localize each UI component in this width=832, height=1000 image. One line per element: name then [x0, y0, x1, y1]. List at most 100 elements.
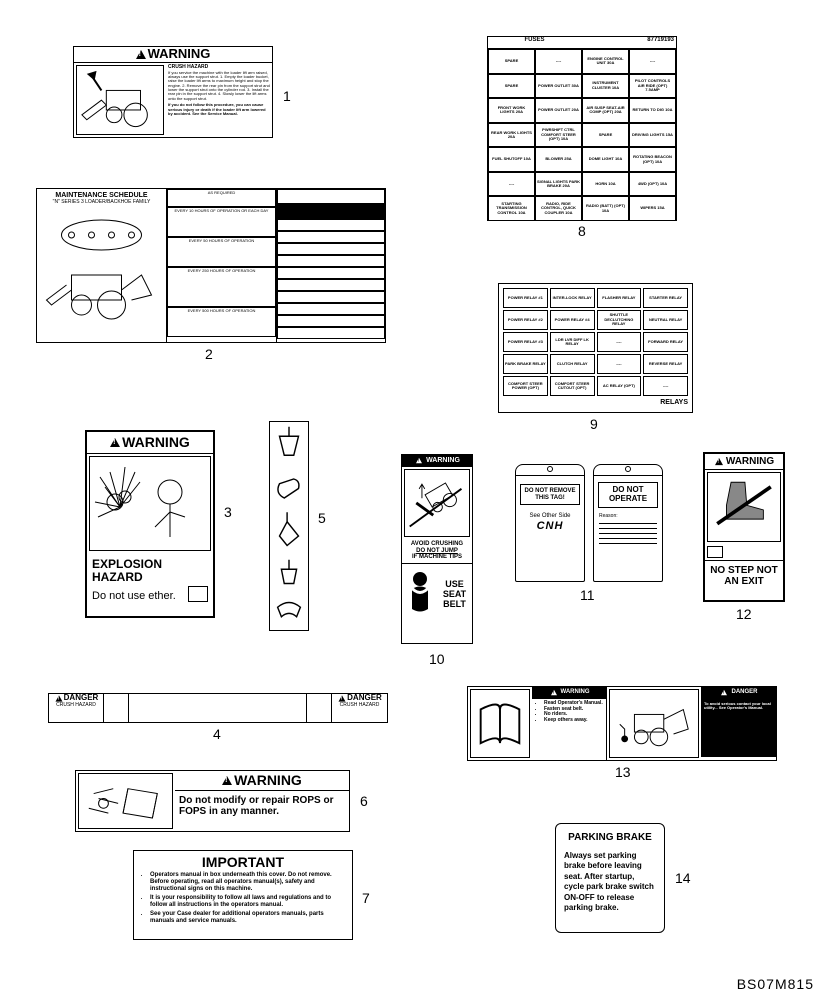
use-seatbelt: USE SEAT BELT [437, 580, 472, 610]
relay-cell: LDR LVR DIFF LK RELAY [550, 332, 595, 352]
tractor-icon [77, 66, 163, 134]
relays-grid: POWER RELAY #1INTER-LOCK RELAYFLASHER RE… [499, 284, 692, 399]
decal-9-relays: POWER RELAY #1INTER-LOCK RELAYFLASHER RE… [498, 283, 693, 413]
relay-cell: INTER-LOCK RELAY [550, 288, 595, 308]
fuses-header-left: FUSES [488, 37, 581, 48]
fuse-cell: REAR WORK LIGHTS 20A [488, 123, 535, 148]
number-11: 11 [580, 587, 595, 603]
maintenance-diagram-icon [40, 205, 163, 325]
fuse-cell: PWRSHIFT CTRL COMFORT STEER (OPT) 10A [535, 123, 582, 148]
number-2: 2 [205, 346, 213, 362]
d13-b3: Keep others away. [544, 718, 604, 724]
decal-10-seatbelt: WARNING AVOID CRUSHING DO NOT JUMP IF MA… [401, 454, 473, 644]
fuse-cell: BLOWER 25A [535, 147, 582, 172]
relay-cell: POWER RELAY #4 [550, 310, 595, 330]
decal-3-explosion: WARNING EXPLOSION HAZARD Do not use ethe… [85, 430, 215, 618]
rops-body: Do not modify or repair ROPS or FOPS in … [175, 791, 349, 821]
warning-triangle-icon [416, 458, 422, 463]
danger-text: To avoid serious contact your local util… [704, 702, 773, 711]
fuse-cell: SPARE [488, 74, 535, 99]
warning-triangle-icon [551, 690, 557, 695]
imp-bullet-0: Operators manual in box underneath this … [150, 872, 348, 892]
imp-bullet-1: It is your responsibility to follow all … [150, 895, 348, 908]
if-tips: IF MACHINE TIPS [404, 554, 470, 561]
number-12: 12 [736, 606, 752, 622]
decal-13-multi-warning: WARNING Read Operator's Manual. Fasten s… [467, 686, 777, 761]
fuse-cell: STARTING TRANSMISSION CONTROL 10A [488, 196, 535, 221]
fuse-cell: RADIO, RIDE CONTROL, QUICK COUPLER 10A [535, 196, 582, 221]
tag-no-operate: DO NOT OPERATE [598, 482, 658, 508]
warning-label: WARNING [148, 47, 211, 61]
relay-cell: SHUTTLE DECLUTCHING RELAY [597, 310, 642, 330]
relay-cell: PARK BRAKE RELAY [503, 354, 548, 374]
number-10: 10 [429, 651, 445, 667]
tag-no-remove: DO NOT REMOVE THIS TAG! [520, 484, 580, 505]
fuse-cell: RADIO (BATT) (OPT) 10A [582, 196, 629, 221]
explosion-title: EXPLOSION HAZARD [92, 558, 188, 584]
relay-cell: ---- [597, 354, 642, 374]
relay-cell: POWER RELAY #3 [503, 332, 548, 352]
danger-header: DANGER [701, 687, 776, 699]
relay-cell: NEUTRAL RELAY [643, 310, 688, 330]
warning-triangle-icon [55, 695, 62, 701]
relay-cell: REVERSE RELAY [643, 354, 688, 374]
tipping-pictogram [404, 469, 470, 537]
manual-icon [707, 546, 723, 558]
rops-pictogram [78, 773, 173, 829]
tag-see-other: See Other Side [516, 513, 584, 520]
number-1: 1 [283, 88, 291, 104]
fuse-cell: FRONT WORK LIGHTS 20A [488, 98, 535, 123]
number-14: 14 [675, 870, 691, 886]
decal-14-parking-brake: PARKING BRAKE Always set parking brake b… [555, 823, 665, 933]
tag-reason: Reason: [594, 514, 662, 520]
fuse-cell: POWER OUTLET 30A [535, 74, 582, 99]
nostep-pictogram [707, 472, 781, 542]
fuse-cell: PILOT CONTROLS AIR RIDE (OPT) 7.5AMP [629, 74, 676, 99]
crush-hazard-warn: If you do not follow this procedure, you… [168, 103, 270, 116]
seatbelt-icon [402, 564, 437, 624]
relay-cell: STARTER RELAY [643, 288, 688, 308]
footer-code: BS07M815 [737, 976, 814, 992]
fuse-cell: SPARE [582, 123, 629, 148]
rops-icon [79, 774, 172, 829]
maint-sec-1: EVERY 10 HOURS OF OPERATION OR EACH DAY [167, 207, 276, 237]
relay-cell: POWER RELAY #1 [503, 288, 548, 308]
number-3: 3 [224, 504, 232, 520]
fuses-header-right: 87719193 [581, 37, 676, 48]
crush-right: CRUSH HAZARD [332, 703, 387, 709]
fuse-cell: ---- [535, 49, 582, 74]
decal-11-tags: DO NOT REMOVE THIS TAG! See Other Side C… [515, 464, 665, 586]
fuse-cell: 4WD (OPT) 10A [629, 172, 676, 197]
fuse-cell: ---- [629, 49, 676, 74]
fuse-cell: RETURN TO DIG 10A [629, 98, 676, 123]
fuse-cell: DRIVING LIGHTS 15A [629, 123, 676, 148]
relay-cell: POWER RELAY #2 [503, 310, 548, 330]
warning-triangle-icon [110, 438, 120, 447]
backhoe-icon [610, 690, 698, 758]
nostep-body: NO STEP NOT AN EXIT [705, 560, 783, 591]
decal-4-danger-strip: DANGER CRUSH HAZARD DANGER CRUSH HAZARD [48, 693, 388, 723]
crush-left: CRUSH HAZARD [49, 703, 103, 709]
fuse-cell: FUEL SHUTOFF 10A [488, 147, 535, 172]
maint-sec-2: EVERY 50 HOURS OF OPERATION [167, 237, 276, 267]
fuses-grid: SPARE----ENGINE CONTROL UNIT 30A----SPAR… [488, 49, 676, 221]
number-13: 13 [615, 764, 631, 780]
fuse-cell: ---- [488, 172, 535, 197]
warning-label: WARNING [561, 689, 590, 696]
number-4: 4 [213, 726, 221, 742]
maint-sec-0: AS REQUIRED [167, 189, 276, 207]
fuse-cell: AIR SUSP SEAT-AIR COMP (OPT) 20A [582, 98, 629, 123]
relay-cell: FLASHER RELAY [597, 288, 642, 308]
warning-label: WARNING [426, 457, 460, 465]
relay-cell: AC RELAY (OPT) [597, 376, 642, 396]
number-9: 9 [590, 416, 598, 432]
number-7: 7 [362, 890, 370, 906]
relay-cell: COMFORT STEER POWER (OPT) [503, 376, 548, 396]
decal-2-maintenance: MAINTENANCE SCHEDULE "N" SERIES 3 LOADER… [36, 188, 386, 343]
relay-cell: ---- [597, 332, 642, 352]
tag-brand: CNH [516, 520, 584, 532]
decal-5-controls-strip [269, 421, 309, 631]
warning-header: WARNING [74, 47, 272, 63]
maint-sec-4: EVERY 500 HOURS OF OPERATION [167, 307, 276, 337]
fuse-cell: ROTATING BEACON (OPT) 10A [629, 147, 676, 172]
